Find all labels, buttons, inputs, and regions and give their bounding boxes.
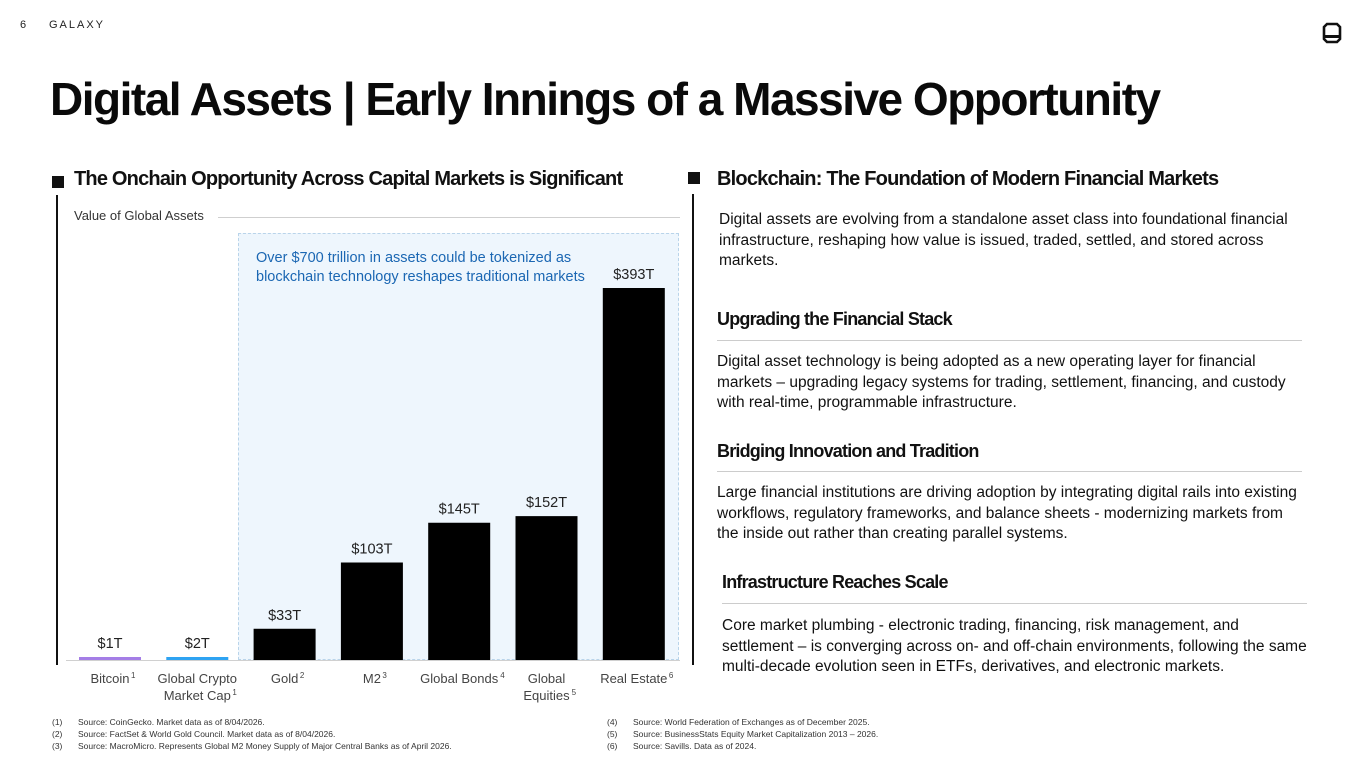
chart-section-heading: The Onchain Opportunity Across Capital M… [74, 168, 623, 190]
foundation-section-heading: Blockchain: The Foundation of Modern Fin… [717, 168, 1219, 190]
bar-value-label: $2T [185, 636, 210, 652]
bar-value-label: $393T [613, 267, 654, 283]
bullet-square-icon [688, 172, 700, 184]
bar-value-label: $1T [98, 636, 123, 652]
page-number: 6 [20, 19, 28, 31]
bar-global-bonds [428, 522, 491, 660]
footnote-4: (4) Source: World Federation of Exchanges… [607, 717, 870, 727]
subsection-rule [717, 471, 1302, 472]
foundation-intro-text: Digital assets are evolving from a stand… [719, 211, 1288, 269]
footnote-reference: 5 [572, 688, 577, 697]
bar-gold [253, 628, 316, 660]
footnote-6: (6) Source: Savills. Data as of 2024. [607, 741, 757, 751]
left-divider [56, 195, 58, 665]
chart-label: Value of Global Assets [74, 208, 204, 223]
category-tick-label: Equities [523, 688, 570, 703]
category-tick-label: Global Crypto [158, 671, 237, 686]
category-tick-label: M2 [363, 671, 381, 686]
subsection-rule [717, 340, 1302, 341]
brand-name: GALAXY [49, 19, 106, 31]
bar-value-label: $152T [526, 495, 567, 511]
footnote-reference: 6 [669, 671, 674, 680]
category-tick-label: Global Bonds [420, 671, 499, 686]
footnote-reference: 2 [300, 671, 305, 680]
bar-bitcoin [79, 657, 141, 660]
subsection-heading-stack: Upgrading the Financial Stack [717, 309, 953, 329]
footnote-reference: 3 [382, 671, 387, 680]
bar-global-equities [515, 516, 578, 660]
bullet-square-icon [52, 176, 64, 188]
tokenization-callout: Over $700 trillion in assets could be to… [256, 250, 585, 285]
footnote-reference: 1 [232, 688, 237, 697]
bar-m2 [340, 562, 403, 660]
footnote-1: (1) Source: CoinGecko. Market data as of … [52, 717, 265, 727]
subsection-text-stack: Digital asset technology is being adopte… [717, 353, 1286, 411]
page-title: Digital Assets | Early Innings of a Mass… [50, 73, 1161, 125]
subsection-text-infrastructure: Core market plumbing - electronic tradin… [722, 617, 1307, 675]
chart-label-rule [218, 217, 680, 218]
galaxy-logo-icon [1322, 22, 1342, 44]
category-tick-label: Real Estate [600, 671, 667, 686]
category-tick-label: Gold [271, 671, 298, 686]
bar-real-estate [602, 288, 665, 660]
bar-value-label: $33T [268, 608, 301, 624]
footnote-3: (3) Source: MacroMicro. Represents Global… [52, 741, 452, 751]
bar-value-label: $145T [439, 502, 480, 518]
bar-global-crypto-market-cap [166, 657, 229, 660]
footnote-2: (2) Source: FactSet & World Gold Council.… [52, 729, 336, 739]
subsection-text-bridging: Large financial institutions are driving… [717, 484, 1297, 542]
category-tick-label: Bitcoin [90, 671, 129, 686]
footnote-reference: 4 [500, 671, 505, 680]
category-tick-label: Global [528, 671, 566, 686]
footnote-reference: 1 [131, 671, 136, 680]
subsection-heading-bridging: Bridging Innovation and Tradition [717, 441, 979, 461]
category-tick-label: Market Cap [164, 688, 231, 703]
footnote-5: (5) Source: BusinessStats Equity Market C… [607, 729, 879, 739]
subsection-rule [722, 603, 1307, 604]
center-divider [692, 194, 694, 665]
subsection-heading-infrastructure: Infrastructure Reaches Scale [722, 572, 949, 592]
bar-value-label: $103T [351, 542, 392, 558]
